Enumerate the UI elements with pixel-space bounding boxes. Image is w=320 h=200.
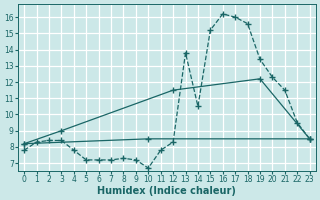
X-axis label: Humidex (Indice chaleur): Humidex (Indice chaleur) [98,186,236,196]
